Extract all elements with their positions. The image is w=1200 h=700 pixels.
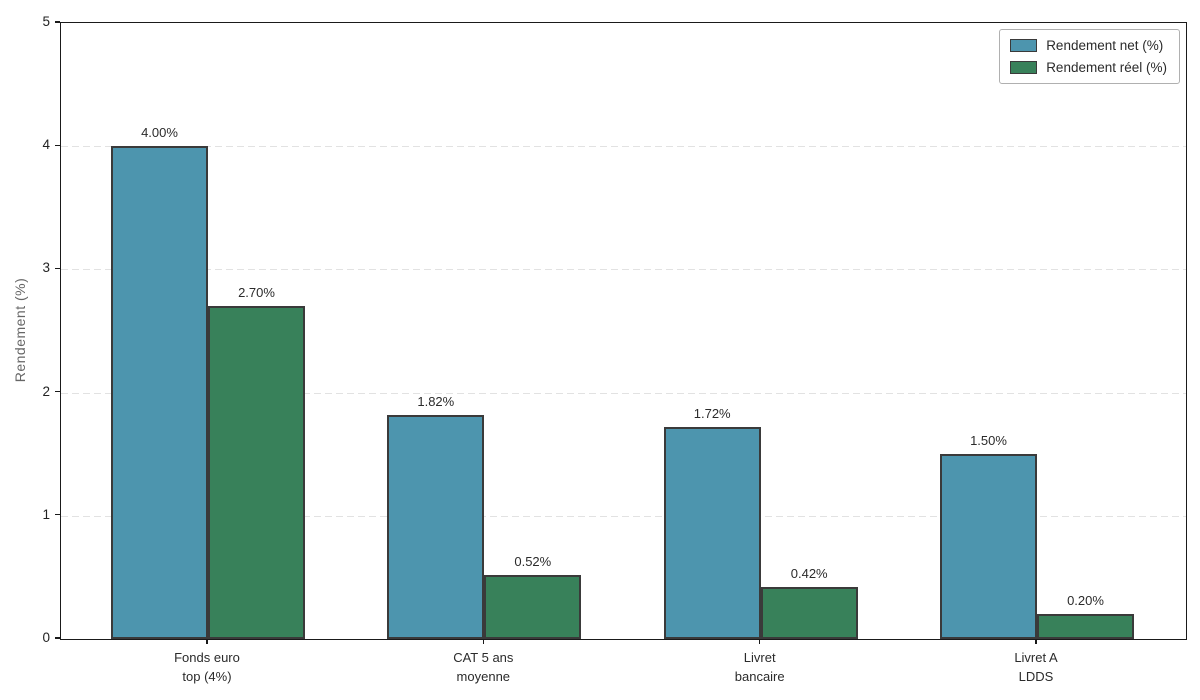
legend-swatch-net-icon — [1010, 39, 1038, 52]
bar-net-0 — [111, 146, 208, 639]
x-tick-mark-0 — [206, 639, 208, 645]
bar-value-label-reel-0: 2.70% — [238, 285, 275, 301]
y-tick-mark-3 — [55, 267, 60, 270]
plot-area: 4.00% 1.82% 1.72% 1.50% 2.70% 0.52% 0.42% 0.20%… — [60, 22, 1187, 640]
bar-net-3 — [940, 454, 1037, 639]
y-tick-mark-2 — [55, 390, 60, 393]
bar-value-label-reel-1: 0.52% — [514, 553, 552, 569]
x-tick-label-3: Livret A LDDS — [1014, 650, 1058, 684]
x-tick-mark-2 — [759, 639, 761, 645]
bar-value-label-reel-2: 0.42% — [790, 566, 828, 582]
x-tick-label-2: Livret bancaire — [734, 650, 785, 684]
bar-value-label-net-0: 4.00% — [141, 125, 178, 141]
y-tick-label-3: 3 — [42, 260, 50, 276]
bar-net-2 — [663, 427, 761, 639]
y-axis-title: Rendement (%) — [12, 277, 28, 383]
bar-reel-2 — [760, 587, 858, 639]
y-tick-label-4: 4 — [42, 137, 50, 153]
gridline-y-1 — [61, 515, 1186, 517]
x-tick-mark-3 — [1035, 639, 1037, 645]
legend-item-reel: Rendement réel (%) — [1010, 60, 1167, 75]
bar-net-1 — [387, 414, 485, 639]
y-tick-label-1: 1 — [42, 506, 50, 522]
bar-reel-1 — [484, 574, 582, 639]
x-tick-label-1: CAT 5 ans moyenne — [453, 650, 514, 684]
legend: Rendement net (%) Rendement réel (%) — [999, 29, 1180, 84]
gridline-y-4 — [61, 146, 1186, 148]
y-tick-mark-4 — [55, 144, 60, 146]
y-tick-mark-0 — [55, 637, 60, 639]
bar-value-label-reel-3: 0.20% — [1067, 593, 1104, 609]
bar-value-label-net-3: 1.50% — [970, 433, 1007, 449]
y-tick-mark-1 — [55, 514, 60, 516]
bar-reel-0 — [208, 306, 305, 639]
x-tick-label-0: Fonds euro top (4%) — [174, 650, 240, 684]
legend-item-net: Rendement net (%) — [1010, 38, 1167, 53]
y-tick-mark-5 — [55, 21, 60, 23]
bar-value-label-net-2: 1.72% — [693, 406, 731, 422]
legend-label-reel: Rendement réel (%) — [1046, 60, 1167, 75]
legend-swatch-reel-icon — [1010, 61, 1038, 74]
gridline-y-3 — [61, 269, 1186, 271]
y-tick-label-0: 0 — [42, 630, 50, 645]
bar-reel-3 — [1037, 614, 1134, 639]
gridline-y-2 — [61, 392, 1186, 394]
y-tick-label-5: 5 — [42, 14, 50, 29]
x-tick-mark-1 — [482, 639, 484, 645]
y-tick-label-2: 2 — [42, 383, 50, 399]
bar-value-label-net-1: 1.82% — [417, 393, 455, 409]
legend-label-net: Rendement net (%) — [1046, 38, 1164, 53]
